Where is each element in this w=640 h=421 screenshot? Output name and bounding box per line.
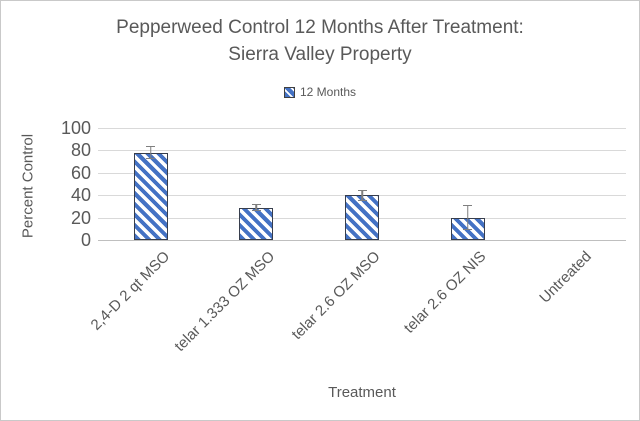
error-bar — [463, 205, 473, 230]
y-tick-label: 20 — [70, 207, 91, 228]
x-axis-title: Treatment — [328, 384, 396, 401]
gridline — [98, 150, 626, 152]
chart-title-line1: Pepperweed Control 12 Months After Treat… — [116, 17, 524, 38]
bar — [239, 207, 274, 240]
error-bar — [146, 145, 156, 160]
chart-title: Pepperweed Control 12 Months After Treat… — [1, 14, 639, 68]
gridline — [98, 128, 626, 129]
plot-area — [98, 128, 626, 241]
x-category-label: Untreated — [536, 248, 596, 307]
bar — [345, 195, 379, 240]
x-category-label: telar 1.333 OZ MSO — [171, 248, 279, 355]
legend-series-label: 12 Months — [299, 85, 357, 99]
y-tick-label: 0 — [80, 230, 91, 250]
x-category-label: 2,4-D 2 qt MSO — [87, 248, 173, 334]
x-category-label: telar 2.6 OZ NIS — [400, 248, 490, 337]
legend-series-marker-icon — [283, 86, 295, 98]
chart-title-line2: Sierra Valley Property — [228, 44, 412, 65]
x-category-label: telar 2.6 OZ MSO — [288, 248, 385, 344]
bar — [133, 152, 168, 240]
y-tick-label: 80 — [70, 140, 91, 161]
y-tick-label: 100 — [60, 118, 91, 138]
y-tick-label: 40 — [70, 185, 91, 206]
gridline — [98, 172, 626, 174]
error-bar — [357, 189, 367, 201]
legend: 12 Months — [1, 84, 639, 100]
error-bar — [251, 204, 261, 211]
y-axis-title: Percent Control — [19, 133, 37, 239]
y-tick-label: 60 — [70, 162, 91, 183]
